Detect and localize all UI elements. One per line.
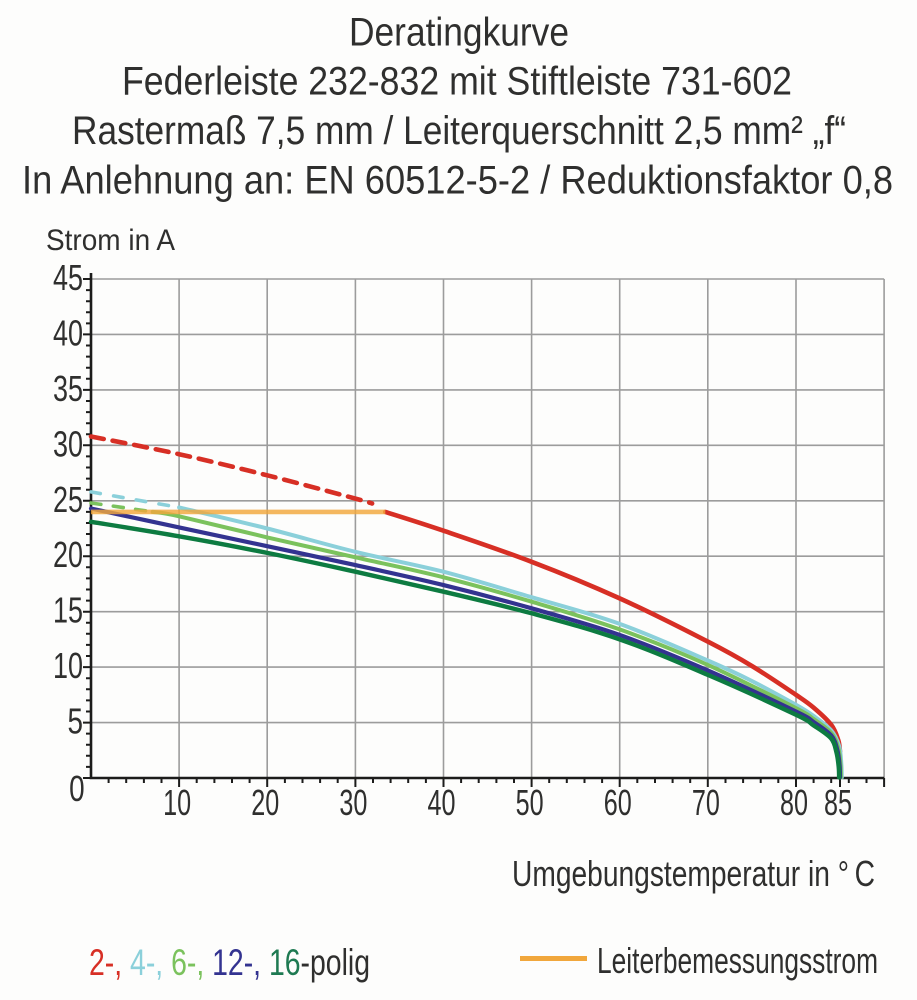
svg-text:5: 5 xyxy=(68,701,84,742)
svg-text:Deratingkurve: Deratingkurve xyxy=(349,11,569,55)
svg-text:50: 50 xyxy=(516,782,544,823)
svg-text:10: 10 xyxy=(53,645,83,686)
svg-text:30: 30 xyxy=(53,423,83,464)
svg-text:Federleiste 232-832 mit Stiftl: Federleiste 232-832 mit Stiftleiste 731-… xyxy=(122,60,792,104)
svg-text:20: 20 xyxy=(251,782,279,823)
svg-text:40: 40 xyxy=(427,782,455,823)
svg-text:25: 25 xyxy=(53,479,83,520)
svg-text:Rastermaß 7,5 mm / Leiterquers: Rastermaß 7,5 mm / Leiterquerschnitt 2,5… xyxy=(72,109,846,153)
svg-text:10: 10 xyxy=(163,782,191,823)
svg-text:80: 80 xyxy=(780,782,808,823)
svg-text:Umgebungstemperatur in ° C: Umgebungstemperatur in ° C xyxy=(512,853,875,894)
svg-text:70: 70 xyxy=(692,782,720,823)
svg-text:Leiterbemessungsstrom: Leiterbemessungsstrom xyxy=(597,940,878,981)
svg-text:60: 60 xyxy=(604,782,632,823)
svg-text:0: 0 xyxy=(69,768,85,809)
svg-text:45: 45 xyxy=(53,257,83,298)
svg-text:Strom in A: Strom in A xyxy=(46,224,175,257)
svg-text:40: 40 xyxy=(53,312,83,353)
svg-text:35: 35 xyxy=(53,368,83,409)
svg-text:15: 15 xyxy=(53,590,83,631)
svg-text:2-, 4-, 6-, 12-, 16-polig: 2-, 4-, 6-, 12-, 16-polig xyxy=(89,942,370,983)
svg-text:30: 30 xyxy=(339,782,367,823)
svg-text:85: 85 xyxy=(824,782,852,823)
svg-text:20: 20 xyxy=(53,534,83,575)
svg-text:In Anlehnung an: EN 60512-5-2: In Anlehnung an: EN 60512-5-2 / Reduktio… xyxy=(22,159,893,203)
